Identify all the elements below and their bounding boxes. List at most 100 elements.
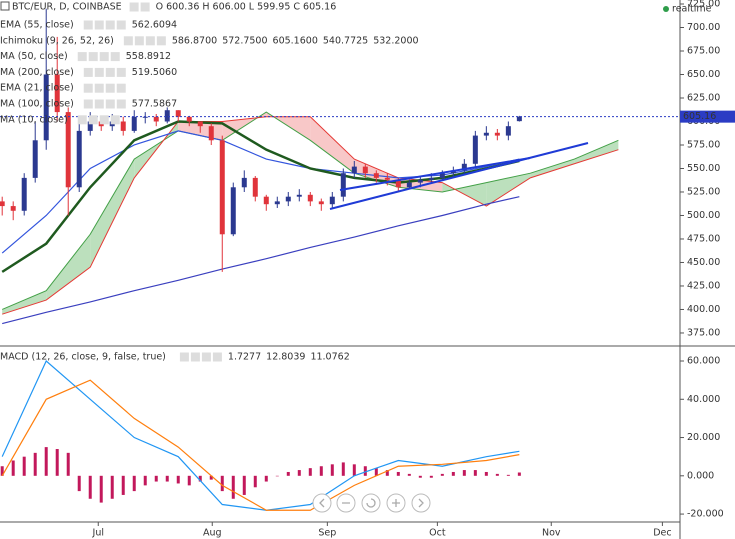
legend-button[interactable] (88, 115, 98, 125)
indicator-value: 519.5060 (132, 67, 177, 78)
indicator-value: 562.6094 (132, 20, 177, 31)
legend-button[interactable] (94, 20, 104, 30)
candle-body (329, 196, 335, 205)
histogram-bar (66, 452, 70, 476)
indicator-value: 11.0762 (310, 352, 349, 363)
y-tick-label: 400.00 (687, 304, 720, 315)
candle-body (175, 110, 181, 117)
indicator-name: Ichimoku (9, 26, 52, 26) (0, 35, 114, 46)
cloud-segment (574, 140, 619, 164)
candle-body (164, 110, 170, 122)
candle-body (131, 116, 137, 131)
legend-button[interactable] (129, 2, 139, 12)
candle-body (32, 140, 38, 178)
candle-body (252, 177, 258, 197)
last-price-box (680, 110, 735, 123)
indicator-value: 572.7500 (222, 35, 267, 46)
histogram-bar (341, 462, 345, 476)
legend-button[interactable] (179, 352, 189, 362)
legend-button[interactable] (99, 52, 109, 62)
histogram-bar (319, 466, 323, 476)
legend-button[interactable] (110, 115, 120, 125)
legend-button[interactable] (99, 115, 109, 125)
legend-button[interactable] (116, 20, 126, 30)
histogram-bar (429, 475, 433, 478)
legend-button[interactable] (201, 352, 211, 362)
histogram-bar (440, 473, 444, 476)
histogram-bar (187, 475, 191, 486)
candle-body (406, 182, 412, 188)
indicator-value: 532.2000 (373, 35, 418, 46)
legend-button[interactable] (145, 36, 155, 46)
cloud-span-b (2, 116, 619, 315)
y-tick-label: 0.000 (687, 470, 714, 481)
ohlc-values: O 600.36 H 606.00 L 599.95 C 605.16 (156, 2, 337, 13)
zoom-buttons (312, 493, 431, 513)
legend-button[interactable] (105, 67, 115, 77)
legend-button[interactable] (140, 2, 150, 12)
legend-button[interactable] (116, 67, 126, 77)
reset-button[interactable] (361, 493, 381, 513)
candle-body (76, 130, 82, 188)
legend-button[interactable] (116, 83, 126, 93)
legend-button[interactable] (134, 36, 144, 46)
histogram-bar (253, 475, 257, 488)
candle-body (296, 194, 302, 197)
scroll-left-button[interactable] (312, 493, 332, 513)
legend-button[interactable] (105, 20, 115, 30)
legend-button[interactable] (156, 36, 166, 46)
legend-button[interactable] (77, 52, 87, 62)
candle-body (274, 201, 280, 205)
y-tick-label: 450.00 (687, 257, 720, 268)
histogram-bar (297, 470, 301, 476)
legend-button[interactable] (88, 52, 98, 62)
collapse-icon (0, 1, 10, 11)
legend-button[interactable] (105, 83, 115, 93)
indicator-value: 577.5867 (132, 99, 177, 110)
candle-body (186, 116, 192, 122)
y-tick-label: 625.00 (687, 92, 720, 103)
candle-body (142, 116, 148, 118)
histogram-bar (451, 471, 455, 476)
histogram-bar (374, 468, 378, 476)
indicator-value: 605.1600 (273, 35, 318, 46)
histogram-bar (33, 452, 37, 476)
indicator-name: MA (100, close) (0, 99, 74, 110)
cloud-segment (90, 159, 135, 268)
candle-body (87, 121, 93, 131)
indicator-name: MA (50, close) (0, 51, 68, 62)
candle-body (362, 166, 368, 174)
legend-button[interactable] (123, 36, 133, 46)
legend-button[interactable] (116, 99, 126, 109)
cloud-segment (530, 159, 575, 178)
legend-button[interactable] (94, 83, 104, 93)
indicator-line (2, 196, 520, 325)
candle-body (54, 74, 60, 113)
legend-button[interactable] (83, 67, 93, 77)
legend-button[interactable] (83, 20, 93, 30)
cloud-segment (2, 290, 47, 315)
candle-body (494, 132, 500, 136)
legend-button[interactable] (94, 99, 104, 109)
y-tick-label: 575.00 (687, 139, 720, 150)
realtime-label: realtime (672, 4, 712, 15)
scroll-right-button[interactable] (411, 493, 431, 513)
legend-button[interactable] (83, 99, 93, 109)
x-tick-label: Nov (542, 528, 561, 539)
legend-button[interactable] (105, 99, 115, 109)
indicator-name: MA (200, close) (0, 67, 74, 78)
legend-button[interactable] (212, 352, 222, 362)
histogram-bar (55, 449, 59, 476)
legend-button[interactable] (94, 67, 104, 77)
histogram-bar (308, 468, 312, 476)
histogram-bar (484, 471, 488, 476)
legend-button[interactable] (77, 115, 87, 125)
legend-button[interactable] (190, 352, 200, 362)
histogram-bar (330, 464, 334, 476)
realtime-dot (663, 6, 669, 12)
histogram-bar (495, 473, 499, 476)
legend-button[interactable] (83, 83, 93, 93)
candle-body (230, 187, 236, 235)
legend-button[interactable] (110, 52, 120, 62)
